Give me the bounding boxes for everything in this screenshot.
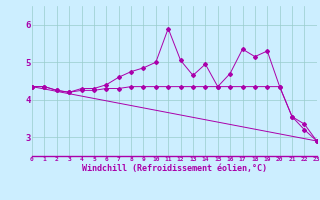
X-axis label: Windchill (Refroidissement éolien,°C): Windchill (Refroidissement éolien,°C) xyxy=(82,164,267,173)
